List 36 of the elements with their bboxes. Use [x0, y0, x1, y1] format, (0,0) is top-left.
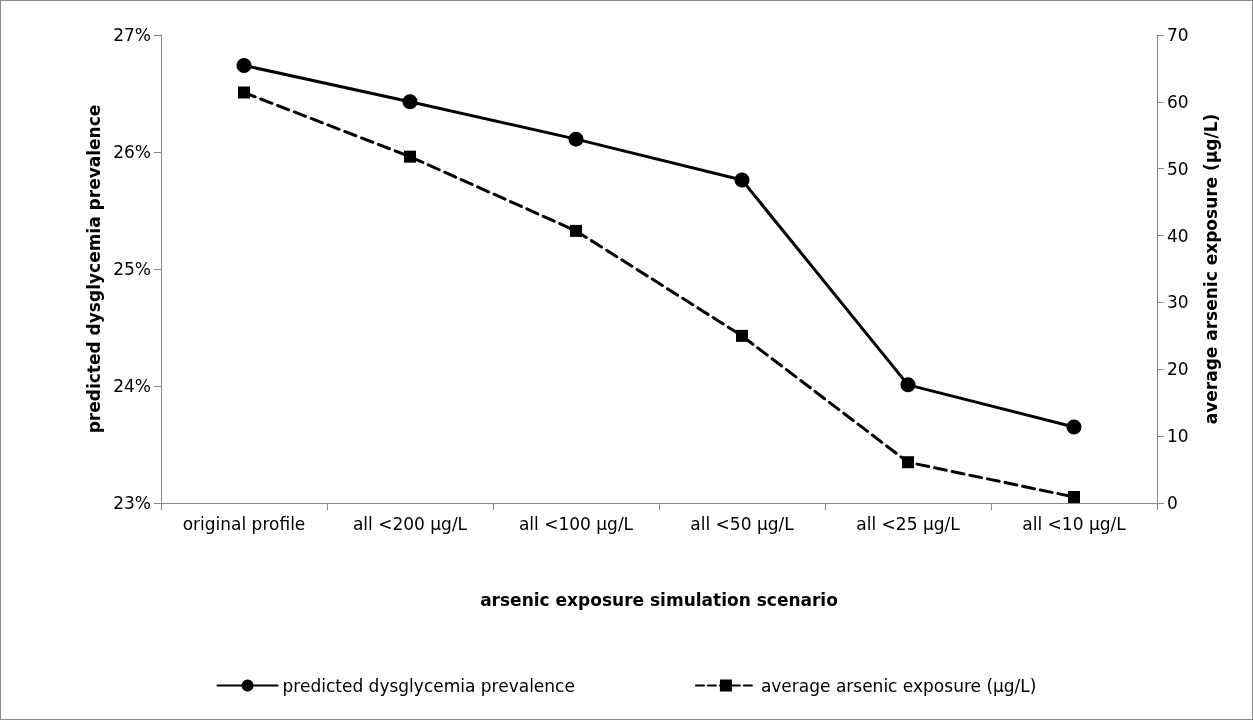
- y-tick-label: 27%: [113, 25, 151, 45]
- x-tick-label: all <200 µg/L: [352, 513, 468, 534]
- point: [736, 329, 748, 342]
- x-tick-label: all <10 µg/L: [1022, 513, 1127, 534]
- point: [402, 94, 418, 110]
- y2-axis-title: average arsenic exposure (µg/L): [1200, 113, 1221, 425]
- point: [902, 456, 914, 469]
- point: [734, 172, 750, 188]
- y2-tick-label: 70: [1167, 25, 1189, 45]
- y2-tick-label: 10: [1167, 426, 1189, 447]
- legend-label: average arsenic exposure (µg/L): [760, 675, 1037, 696]
- point: [238, 86, 250, 99]
- y2-tick-label: 40: [1167, 225, 1189, 246]
- x-tick-label: all <25 µg/L: [856, 513, 961, 534]
- y2-tick-label: 50: [1167, 158, 1189, 179]
- point: [900, 377, 916, 393]
- legend-label: predicted dysglycemia prevalence: [282, 675, 575, 696]
- y-tick-label: 23%: [113, 493, 151, 513]
- x-axis-title: arsenic exposure simulation scenario: [480, 589, 838, 610]
- point: [1066, 419, 1082, 435]
- x-tick-label: original profile: [182, 513, 306, 534]
- y2-tick-label: 60: [1167, 91, 1189, 112]
- y2-tick-label: 30: [1167, 292, 1189, 313]
- y2-tick-label: 0: [1167, 493, 1178, 513]
- y-axis-title: predicted dysglycemia prevalence: [83, 104, 104, 434]
- point: [1068, 490, 1080, 503]
- point: [404, 150, 416, 163]
- x-tick-label: all <50 µg/L: [690, 513, 795, 534]
- x-tick-label: all <100 µg/L: [518, 513, 634, 534]
- point: [570, 224, 582, 237]
- point: [568, 131, 584, 147]
- y-tick-label: 26%: [113, 142, 151, 162]
- y2-tick-label: 20: [1167, 359, 1189, 380]
- y-tick-label: 24%: [113, 376, 151, 396]
- y-tick-label: 25%: [113, 259, 151, 279]
- point: [236, 57, 252, 73]
